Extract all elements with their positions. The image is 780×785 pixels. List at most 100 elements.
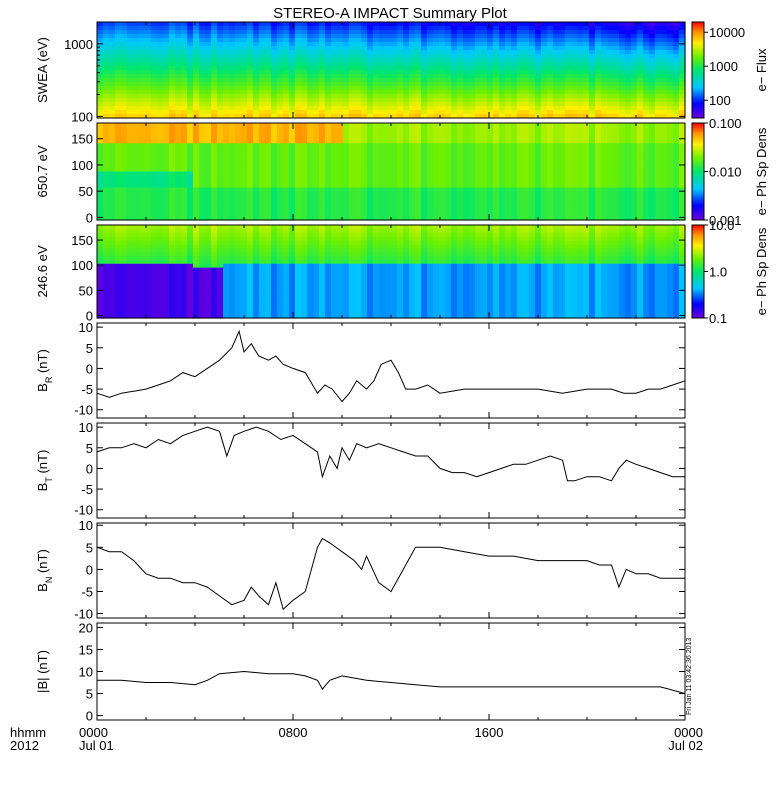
heatmap-cell xyxy=(649,172,656,177)
heatmap-cell xyxy=(445,30,452,35)
heatmap-cell xyxy=(379,58,386,63)
heatmap-cell xyxy=(295,110,302,115)
heatmap-cell xyxy=(397,78,404,83)
heatmap-cell xyxy=(109,102,116,107)
heatmap-cell xyxy=(355,34,362,39)
heatmap-cell xyxy=(175,34,182,39)
heatmap-cell xyxy=(115,26,122,31)
heatmap-cell xyxy=(451,208,458,213)
heatmap-cell xyxy=(559,176,566,181)
heatmap-cell xyxy=(97,34,104,39)
heatmap-cell xyxy=(193,102,200,107)
heatmap-cell xyxy=(325,26,332,31)
heatmap-cell xyxy=(451,102,458,107)
heatmap-cell xyxy=(193,70,200,75)
heatmap-cell xyxy=(319,22,326,27)
heatmap-cell xyxy=(169,98,176,103)
heatmap-cell xyxy=(445,172,452,177)
heatmap-cell xyxy=(343,172,350,177)
heatmap-cell xyxy=(355,167,362,172)
heatmap-cell xyxy=(553,42,560,47)
heatmap-cell xyxy=(475,38,482,43)
heatmap-cell xyxy=(217,123,224,128)
heatmap-cell xyxy=(97,192,104,197)
heatmap-cell xyxy=(511,127,518,132)
heatmap-cell xyxy=(427,139,434,144)
heatmap-cell xyxy=(121,283,128,287)
heatmap-cell xyxy=(103,208,110,213)
heatmap-cell xyxy=(481,26,488,31)
heatmap-cell xyxy=(637,62,644,67)
heatmap-cell xyxy=(343,151,350,156)
heatmap-cell xyxy=(349,106,356,111)
heatmap-cell xyxy=(373,26,380,31)
heatmap-cell xyxy=(409,66,416,71)
heatmap-cell xyxy=(409,102,416,107)
heatmap-cell xyxy=(445,86,452,91)
heatmap-cell xyxy=(187,98,194,103)
heatmap-cell xyxy=(565,180,572,185)
heatmap-cell xyxy=(301,106,308,111)
heatmap-cell xyxy=(157,147,164,152)
heatmap-cell xyxy=(151,94,158,99)
heatmap-cell xyxy=(661,62,668,67)
heatmap-cell xyxy=(619,151,626,156)
heatmap-cell xyxy=(247,155,254,160)
heatmap-cell xyxy=(637,200,644,205)
heatmap-cell xyxy=(619,212,626,217)
heatmap-cell xyxy=(439,196,446,201)
heatmap-cell xyxy=(469,192,476,197)
heatmap-cell xyxy=(529,208,536,213)
heatmap-cell xyxy=(625,143,632,148)
heatmap-cell xyxy=(571,139,578,144)
heatmap-cell xyxy=(487,167,494,172)
heatmap-cell xyxy=(259,127,266,132)
heatmap-cell xyxy=(529,200,536,205)
heatmap-cell xyxy=(493,110,500,115)
heatmap-cell xyxy=(577,143,584,148)
heatmap-cell xyxy=(589,208,596,213)
heatmap-cell xyxy=(577,139,584,144)
heatmap-cell xyxy=(325,66,332,71)
heatmap-cell xyxy=(391,74,398,79)
heatmap-cell xyxy=(439,98,446,103)
heatmap-cell xyxy=(391,139,398,144)
heatmap-cell xyxy=(505,98,512,103)
heatmap-cell xyxy=(229,192,236,197)
heatmap-cell xyxy=(469,38,476,43)
heatmap-cell xyxy=(643,135,650,140)
heatmap-cell xyxy=(373,86,380,91)
heatmap-cell xyxy=(505,58,512,63)
heatmap-cell xyxy=(481,82,488,87)
heatmap-cell xyxy=(247,135,254,140)
heatmap-cell xyxy=(247,38,254,43)
heatmap-cell xyxy=(499,82,506,87)
heatmap-cell xyxy=(355,200,362,205)
heatmap-cell xyxy=(589,26,596,31)
heatmap-cell xyxy=(601,200,608,205)
heatmap-cell xyxy=(97,102,104,107)
heatmap-cell xyxy=(331,106,338,111)
heatmap-cell xyxy=(529,46,536,51)
heatmap-cell xyxy=(289,188,296,193)
heatmap-cell xyxy=(181,163,188,168)
heatmap-cell xyxy=(115,110,122,115)
heatmap-cell xyxy=(265,30,272,35)
heatmap-cell xyxy=(439,200,446,205)
heatmap-cell xyxy=(151,42,158,47)
heatmap-cell xyxy=(145,180,152,185)
heatmap-cell xyxy=(181,94,188,99)
heatmap-cell xyxy=(121,295,128,299)
heatmap-cell xyxy=(295,159,302,164)
heatmap-cell xyxy=(571,102,578,107)
heatmap-cell xyxy=(133,303,140,307)
heatmap-cell xyxy=(109,260,116,264)
heatmap-cell xyxy=(355,90,362,95)
heatmap-cell xyxy=(133,212,140,217)
heatmap-cell xyxy=(571,110,578,115)
heatmap-cell xyxy=(433,208,440,213)
heatmap-cell xyxy=(259,123,266,128)
heatmap-cell xyxy=(229,46,236,51)
heatmap-cell xyxy=(115,131,122,136)
heatmap-cell xyxy=(301,143,308,148)
